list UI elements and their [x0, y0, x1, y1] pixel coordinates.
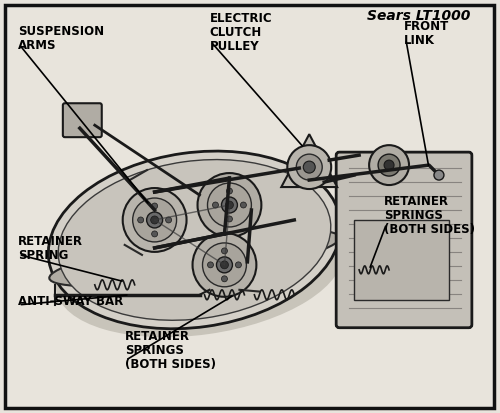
Ellipse shape [48, 151, 341, 329]
Circle shape [152, 231, 158, 237]
Circle shape [216, 257, 232, 273]
Text: RETAINER
SPRINGS
(BOTH SIDES): RETAINER SPRINGS (BOTH SIDES) [384, 195, 475, 236]
Ellipse shape [56, 202, 343, 337]
FancyBboxPatch shape [5, 5, 494, 408]
Polygon shape [282, 134, 337, 187]
Circle shape [166, 217, 172, 223]
Circle shape [150, 216, 158, 224]
Circle shape [222, 276, 228, 282]
Circle shape [198, 173, 262, 237]
Circle shape [212, 202, 218, 208]
Circle shape [369, 145, 409, 185]
Circle shape [146, 212, 162, 228]
Circle shape [132, 198, 176, 242]
Circle shape [236, 262, 242, 268]
Circle shape [222, 248, 228, 254]
FancyBboxPatch shape [336, 152, 472, 328]
Text: RETAINER
SPRING: RETAINER SPRING [18, 235, 83, 262]
Circle shape [152, 203, 158, 209]
Circle shape [202, 243, 246, 287]
Text: SUSPENSION
ARMS: SUSPENSION ARMS [18, 26, 104, 52]
Circle shape [304, 161, 315, 173]
Ellipse shape [50, 230, 340, 286]
Circle shape [208, 183, 252, 227]
Circle shape [222, 197, 238, 213]
FancyBboxPatch shape [354, 220, 449, 300]
Circle shape [434, 170, 444, 180]
Text: ELECTRIC
CLUTCH
PULLEY: ELECTRIC CLUTCH PULLEY [210, 12, 272, 53]
Text: ANTI-SWAY BAR: ANTI-SWAY BAR [18, 295, 123, 308]
Circle shape [208, 262, 214, 268]
Circle shape [226, 188, 232, 194]
FancyBboxPatch shape [63, 103, 102, 137]
Text: Sears LT1000: Sears LT1000 [368, 9, 470, 23]
Circle shape [240, 202, 246, 208]
Ellipse shape [58, 159, 331, 320]
Text: FRONT
LINK: FRONT LINK [404, 21, 450, 47]
Circle shape [220, 261, 228, 269]
Circle shape [226, 201, 234, 209]
Circle shape [122, 188, 186, 252]
Circle shape [288, 145, 331, 189]
Circle shape [192, 233, 256, 297]
Circle shape [296, 154, 322, 180]
Circle shape [378, 154, 400, 176]
Circle shape [384, 160, 394, 170]
Circle shape [226, 216, 232, 222]
Text: RETAINER
SPRINGS
(BOTH SIDES): RETAINER SPRINGS (BOTH SIDES) [124, 330, 216, 371]
Circle shape [138, 217, 143, 223]
